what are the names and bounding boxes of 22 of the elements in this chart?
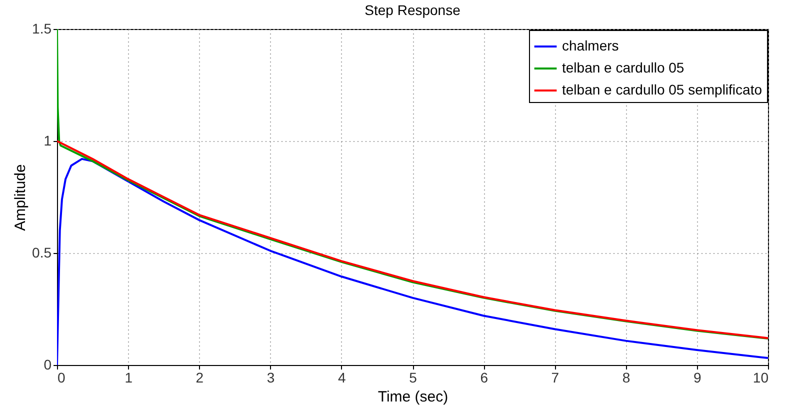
y-tick-label: 1 — [44, 132, 52, 148]
x-tick-label: 8 — [622, 370, 630, 386]
y-tick-label: 1.5 — [32, 20, 52, 36]
legend-label: telban e cardullo 05 — [562, 60, 684, 76]
chart-title: Step Response — [364, 2, 461, 18]
x-axis-title: Time (sec) — [378, 388, 448, 406]
x-tick-label: 7 — [551, 370, 560, 386]
y-tick-label: 0.5 — [32, 244, 52, 260]
x-tick-label: 3 — [266, 370, 275, 386]
x-tick-label: 9 — [694, 370, 702, 386]
x-tick-label: 5 — [409, 370, 418, 386]
legend-label: telban e cardullo 05 semplificato — [562, 82, 762, 98]
line-series — [57, 140, 768, 340]
x-tick-label: 6 — [480, 370, 488, 386]
legend-label: chalmers — [562, 38, 619, 54]
y-tick-label: 0 — [44, 356, 52, 372]
x-tick-label: 0 — [58, 370, 66, 386]
x-tick-label: 4 — [338, 370, 346, 386]
x-tick-label: 1 — [124, 370, 133, 386]
y-axis-title: Amplitude — [12, 164, 30, 231]
x-tick-label: 2 — [196, 370, 204, 386]
x-tick-label: 10 — [752, 370, 769, 386]
